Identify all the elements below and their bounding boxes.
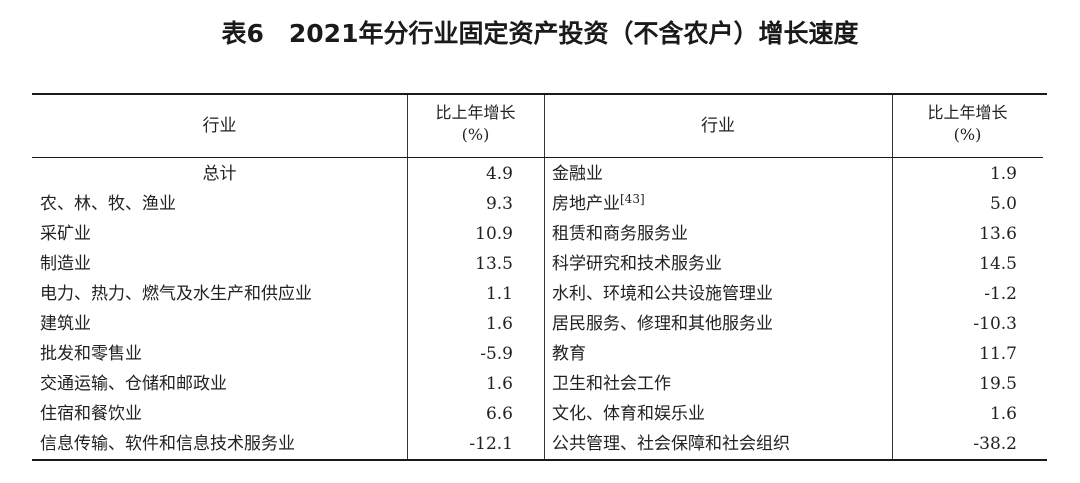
table-row: 建筑业 1.6 居民服务、修理和其他服务业 -10.3	[32, 309, 1043, 339]
table-row: 总计 4.9 金融业 1.9	[32, 159, 1043, 189]
right-industry-label: 居民服务、修理和其他服务业	[552, 314, 773, 334]
column-divider	[544, 95, 545, 459]
right-value-cell: 1.9	[989, 164, 1017, 184]
right-industry-cell: 卫生和社会工作	[552, 369, 892, 399]
header-growth-left-line1: 比上年增长	[435, 103, 516, 122]
right-industry-cell: 公共管理、社会保障和社会组织	[552, 429, 892, 459]
left-industry-cell: 信息传输、软件和信息技术服务业	[40, 434, 295, 454]
header-industry-left: 行业	[202, 116, 237, 136]
header-growth-right-line2: (%)	[953, 125, 982, 144]
right-industry-label: 房地产业	[552, 194, 620, 214]
right-value-cell: 14.5	[979, 254, 1017, 274]
table-row: 住宿和餐饮业 6.6 文化、体育和娱乐业 1.6	[32, 399, 1043, 429]
header-growth-left-line2: (%)	[461, 125, 490, 144]
right-industry-label: 卫生和社会工作	[552, 374, 671, 394]
table-title: 表6 2021年分行业固定资产投资（不含农户）增长速度	[221, 19, 859, 48]
right-industry-label: 公共管理、社会保障和社会组织	[552, 434, 790, 454]
column-divider	[407, 95, 408, 459]
footnote-marker[interactable]: [43]	[620, 192, 645, 206]
column-divider	[892, 95, 893, 459]
left-value-cell: 1.6	[485, 374, 513, 394]
right-value-cell: -38.2	[973, 434, 1017, 454]
right-industry-cell: 金融业	[552, 159, 892, 189]
left-value-cell: 9.3	[485, 194, 513, 214]
right-industry-label: 租赁和商务服务业	[552, 224, 688, 244]
investment-growth-table: 行业 比上年增长 (%) 行业 比上年增长 (%) 总计 4.9 金融业 1.9…	[32, 93, 1047, 461]
right-industry-cell: 水利、环境和公共设施管理业	[552, 279, 892, 309]
left-industry-cell: 制造业	[40, 254, 91, 274]
left-industry-cell: 住宿和餐饮业	[40, 404, 142, 424]
left-value-cell: 6.6	[485, 404, 513, 424]
right-value-cell: 1.6	[989, 404, 1017, 424]
left-industry-cell: 采矿业	[40, 224, 91, 244]
header-growth-left: 比上年增长 (%)	[407, 102, 544, 146]
right-industry-cell: 居民服务、修理和其他服务业	[552, 309, 892, 339]
right-industry-cell: 文化、体育和娱乐业	[552, 399, 892, 429]
right-value-cell: 11.7	[979, 344, 1017, 364]
left-value-cell: 1.6	[485, 314, 513, 334]
right-value-cell: -1.2	[984, 284, 1017, 304]
table-row: 农、林、牧、渔业 9.3 房地产业[43] 5.0	[32, 189, 1043, 219]
left-value-cell: 1.1	[485, 284, 513, 304]
right-industry-label: 水利、环境和公共设施管理业	[552, 284, 773, 304]
left-value-cell: 4.9	[485, 164, 513, 184]
left-value-cell: 13.5	[475, 254, 513, 274]
left-value-cell: 10.9	[475, 224, 513, 244]
right-industry-label: 教育	[552, 344, 586, 364]
right-value-cell: -10.3	[973, 314, 1017, 334]
left-industry-cell: 交通运输、仓储和邮政业	[40, 374, 227, 394]
table-row: 批发和零售业 -5.9 教育 11.7	[32, 339, 1043, 369]
left-industry-cell: 批发和零售业	[40, 344, 142, 364]
left-industry-cell: 建筑业	[40, 314, 91, 334]
header-industry-right: 行业	[701, 116, 735, 136]
header-growth-right-line1: 比上年增长	[927, 103, 1008, 122]
right-industry-cell: 教育	[552, 339, 892, 369]
table-header: 行业 比上年增长 (%) 行业 比上年增长 (%)	[32, 95, 1043, 158]
right-industry-label: 金融业	[552, 164, 603, 184]
right-value-cell: 19.5	[979, 374, 1017, 394]
right-industry-cell: 科学研究和技术服务业	[552, 249, 892, 279]
right-industry-label: 科学研究和技术服务业	[552, 254, 722, 274]
table-row: 信息传输、软件和信息技术服务业 -12.1 公共管理、社会保障和社会组织 -38…	[32, 429, 1043, 459]
table-row: 电力、热力、燃气及水生产和供应业 1.1 水利、环境和公共设施管理业 -1.2	[32, 279, 1043, 309]
header-growth-right: 比上年增长 (%)	[892, 102, 1043, 146]
left-industry-cell: 电力、热力、燃气及水生产和供应业	[40, 284, 312, 304]
right-industry-cell: 房地产业[43]	[552, 189, 892, 219]
right-value-cell: 13.6	[979, 224, 1017, 244]
left-value-cell: -5.9	[480, 344, 513, 364]
table-row: 采矿业 10.9 租赁和商务服务业 13.6	[32, 219, 1043, 249]
right-industry-label: 文化、体育和娱乐业	[552, 404, 705, 424]
left-value-cell: -12.1	[469, 434, 513, 454]
left-industry-cell: 农、林、牧、渔业	[40, 194, 176, 214]
table-row: 交通运输、仓储和邮政业 1.6 卫生和社会工作 19.5	[32, 369, 1043, 399]
left-industry-cell: 总计	[202, 164, 237, 184]
right-value-cell: 5.0	[989, 194, 1017, 214]
right-industry-cell: 租赁和商务服务业	[552, 219, 892, 249]
table-row: 制造业 13.5 科学研究和技术服务业 14.5	[32, 249, 1043, 279]
